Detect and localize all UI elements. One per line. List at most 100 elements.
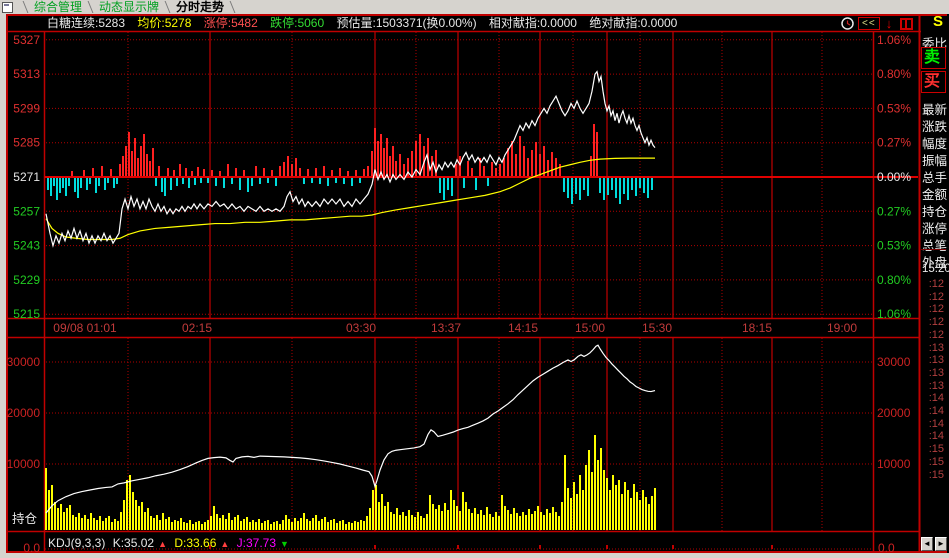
kdj-k-value: K:35.02 — [112, 536, 155, 550]
panel-update-time: 15:20 — [922, 263, 949, 275]
tick-time-row: :14 — [928, 392, 944, 405]
estimated-volume: 预估量:1503371(换0.00%) — [336, 16, 477, 30]
collapse-panel-button[interactable]: << — [858, 17, 880, 30]
panel-label-limitup: 涨停 — [922, 222, 948, 236]
svg-text:0.0: 0.0 — [23, 541, 40, 555]
window-left-border — [0, 0, 6, 558]
scroll-right-button[interactable]: ► — [935, 537, 947, 551]
kdj-d-value: D:33.66 — [174, 536, 217, 550]
average-price: 均价:5278 — [137, 16, 192, 30]
svg-text:5271: 5271 — [13, 170, 40, 184]
panel-label-amplitude: 振幅 — [922, 154, 948, 168]
kdj-status-bar[interactable]: KDJ(9,3,3) K:35.02 ▲ D:33.66 ▲ J:37.73 ▼ — [48, 535, 293, 551]
svg-text:15:00: 15:00 — [575, 321, 605, 335]
svg-text:0.53%: 0.53% — [877, 239, 911, 253]
header-icons: << ↓ — [841, 16, 914, 31]
kdj-name: KDJ(9,3,3) — [48, 536, 106, 550]
volume-axis-labels: 30000 30000 20000 20000 10000 10000 持仓 — [7, 355, 911, 526]
svg-text:03:30: 03:30 — [346, 321, 376, 335]
svg-text:持仓: 持仓 — [12, 511, 38, 526]
panel-label-range: 幅度 — [922, 137, 948, 151]
panel-label-position: 持仓 — [922, 205, 948, 219]
svg-text:1.06%: 1.06% — [877, 33, 911, 47]
svg-text:5243: 5243 — [13, 239, 40, 253]
tick-time-row: :12 — [928, 290, 944, 303]
svg-text:5327: 5327 — [13, 33, 40, 47]
svg-text:20000: 20000 — [7, 406, 41, 420]
panel-label-volume: 总手 — [922, 171, 948, 185]
tick-time-row: :12 — [928, 316, 944, 329]
volume-bars — [45, 435, 656, 530]
svg-text:0.27%: 0.27% — [877, 136, 911, 150]
buy-button[interactable]: 买 — [921, 71, 946, 93]
panel-label-latest: 最新 — [922, 103, 948, 117]
scroll-left-button[interactable]: ◄ — [921, 537, 933, 551]
tab-comprehensive-management[interactable]: 综合管理 — [34, 0, 83, 14]
svg-text:0.00%: 0.00% — [877, 170, 911, 184]
tick-time-row: :12 — [928, 278, 944, 290]
svg-text:0.80%: 0.80% — [877, 67, 911, 81]
tick-time-row: :15 — [928, 443, 944, 456]
main-axis-labels: 5327 1.06% 5313 0.80% 5299 0.53% 5285 0.27% 5271… — [13, 33, 911, 321]
absolute-index: 绝对献指:0.0000 — [589, 16, 678, 30]
buy-sell-delta-bars — [47, 124, 653, 204]
svg-text:0.53%: 0.53% — [877, 101, 911, 115]
svg-text:14:15: 14:15 — [508, 321, 538, 335]
svg-text:5257: 5257 — [13, 204, 40, 218]
sell-button[interactable]: 卖 — [921, 47, 946, 69]
kdj-baseline: 0.0 0.0 — [23, 541, 895, 555]
panel-divider — [921, 249, 946, 250]
tick-time-row: :14 — [928, 405, 944, 417]
svg-text:5299: 5299 — [13, 101, 40, 115]
clock-icon[interactable] — [841, 17, 854, 30]
svg-text:19:00: 19:00 — [827, 321, 857, 335]
time-axis-labels: 09/08 01:01 02:15 03:30 13:37 14:15 15:00 15:3… — [53, 321, 857, 335]
svg-text:09/08 01:01: 09/08 01:01 — [53, 321, 117, 335]
k-up-arrow-icon: ▲ — [158, 539, 167, 549]
svg-text:5215: 5215 — [13, 307, 40, 321]
svg-text:0.0: 0.0 — [878, 541, 895, 555]
contract-code-clipped: S — [933, 13, 944, 30]
svg-text:13:37: 13:37 — [431, 321, 461, 335]
svg-text:18:15: 18:15 — [742, 321, 772, 335]
tab-bar: 综合管理 动态显示牌 分时走势 — [0, 0, 949, 14]
panel-label-change: 涨跌 — [922, 120, 948, 134]
svg-text:5285: 5285 — [13, 136, 40, 150]
tick-time-row: :14 — [928, 417, 944, 430]
tab-dynamic-board[interactable]: 动态显示牌 — [99, 0, 160, 14]
svg-text:0.27%: 0.27% — [877, 204, 911, 218]
quote-header: 白糖连续:5283 均价:5278 涨停:5482 跌停:5060 预估量:15… — [47, 16, 686, 31]
tick-time-row: :13 — [928, 366, 944, 379]
price-line — [45, 70, 656, 248]
main-chart-plot[interactable] — [46, 32, 873, 318]
svg-text:5313: 5313 — [13, 67, 40, 81]
d-up-arrow-icon: ▲ — [220, 539, 230, 549]
tick-time-row: :13 — [928, 354, 944, 367]
svg-text:0.80%: 0.80% — [877, 273, 911, 287]
svg-text:02:15: 02:15 — [182, 321, 212, 335]
split-window-icon[interactable] — [900, 17, 914, 30]
down-arrow-icon[interactable]: ↓ — [885, 16, 893, 31]
limit-up: 涨停:5482 — [203, 16, 258, 30]
tick-time-row: :15 — [928, 455, 944, 468]
limit-down: 跌停:5060 — [270, 16, 325, 30]
panel-label-amount: 金额 — [922, 188, 948, 202]
tick-time-row: :12 — [928, 328, 944, 341]
tick-time-row: :15 — [928, 468, 944, 481]
tick-time-row: :13 — [928, 341, 944, 354]
svg-text:30000: 30000 — [877, 355, 911, 369]
tick-time-row: :13 — [928, 379, 944, 392]
kdj-j-value: J:37.73 — [236, 536, 277, 550]
tab-intraday-trend[interactable]: 分时走势 — [176, 0, 225, 14]
svg-text:20000: 20000 — [877, 406, 911, 420]
volume-chart-plot[interactable] — [46, 338, 873, 531]
relative-index: 相对献指:0.0000 — [488, 16, 577, 30]
svg-text:30000: 30000 — [7, 355, 41, 369]
average-price-line — [45, 157, 655, 241]
tick-time-row: :12 — [928, 303, 944, 316]
tick-time-row: :14 — [928, 430, 944, 443]
window-icon[interactable] — [2, 1, 13, 13]
panel-label-outer: 外盘 — [922, 256, 948, 270]
pane-borders — [8, 16, 945, 551]
